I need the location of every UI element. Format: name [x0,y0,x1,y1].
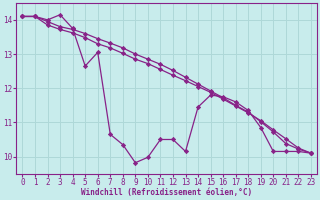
X-axis label: Windchill (Refroidissement éolien,°C): Windchill (Refroidissement éolien,°C) [81,188,252,197]
